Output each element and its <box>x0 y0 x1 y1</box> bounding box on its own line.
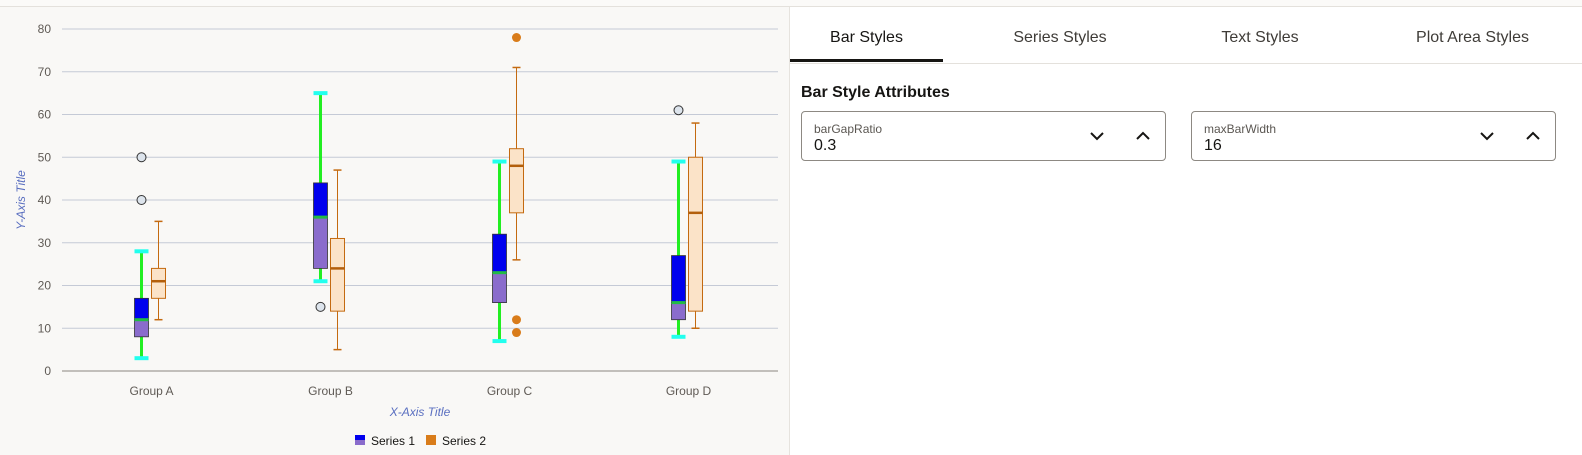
series-2-outlier <box>512 315 521 325</box>
chart-panel: 0 10 20 30 40 50 60 70 80 Group A Group B Group C Gr… <box>0 7 790 455</box>
increment-button[interactable] <box>1127 120 1159 152</box>
boxplot-chart: 0 10 20 30 40 50 60 70 80 Group A Group B Group C Gr… <box>14 22 778 448</box>
y-tick-label: 80 <box>38 22 52 36</box>
tab-plot-area-styles[interactable]: Plot Area Styles <box>1416 29 1529 46</box>
series-2-box <box>688 156 703 312</box>
series-1-outlier <box>136 152 147 163</box>
y-tick-label: 10 <box>38 321 52 335</box>
tab-bar-styles[interactable]: Bar Styles <box>830 29 903 46</box>
series-1-lower-box <box>671 302 686 321</box>
legend-label-series-2: Series 2 <box>442 434 486 448</box>
field-label: barGapRatio <box>814 122 883 136</box>
series-1-upper-box <box>671 255 686 303</box>
series-1-upper-box <box>134 297 149 321</box>
y-tick-label: 0 <box>44 364 51 378</box>
max-bar-width-field[interactable]: maxBarWidth 16 <box>1191 111 1556 161</box>
series-1-upper-box <box>492 233 507 274</box>
series-2-outlier <box>512 33 521 43</box>
bar-gap-ratio-field[interactable]: barGapRatio 0.3 <box>801 111 1166 161</box>
legend-label-series-1: Series 1 <box>371 434 415 448</box>
chevron-down-icon <box>1480 132 1494 141</box>
y-tick-label: 20 <box>38 279 52 293</box>
legend-swatch-series-1-bottom <box>355 440 365 445</box>
settings-panel: Bar Styles Series Styles Text Styles Plo… <box>790 7 1582 455</box>
decrement-button[interactable] <box>1471 120 1503 152</box>
x-tick-label: Group D <box>666 384 712 398</box>
x-tick-label: Group C <box>487 384 533 398</box>
series-1-outlier <box>315 301 326 312</box>
tab-series-styles[interactable]: Series Styles <box>1013 29 1107 46</box>
x-tick-label: Group A <box>129 384 173 398</box>
tab-bar: Bar Styles Series Styles Text Styles Plo… <box>790 7 1582 64</box>
legend-swatch-series-2 <box>426 435 436 445</box>
top-border <box>0 0 1582 7</box>
y-tick-label: 40 <box>38 193 52 207</box>
series-1-upper-box <box>313 182 328 218</box>
series-2-box <box>330 237 345 312</box>
y-tick-label: 50 <box>38 150 52 164</box>
series-1-outlier <box>136 195 147 205</box>
x-tick-label: Group B <box>308 384 353 398</box>
series-2-box <box>509 148 524 214</box>
y-tick-label: 30 <box>38 236 52 250</box>
selected-tab-indicator <box>790 59 943 62</box>
y-axis-title: Y-Axis Title <box>14 170 28 230</box>
field-label: maxBarWidth <box>1204 122 1277 136</box>
bar-gap-ratio-input[interactable]: 0.3 <box>814 137 837 154</box>
chevron-down-icon <box>1090 132 1104 141</box>
y-tick-label: 60 <box>38 108 52 122</box>
chevron-up-icon <box>1136 131 1150 140</box>
x-axis-title: X-Axis Title <box>389 405 451 419</box>
y-tick-label: 70 <box>38 65 52 79</box>
chevron-up-icon <box>1526 131 1540 140</box>
legend-swatch-series-1-top <box>355 435 365 440</box>
increment-button[interactable] <box>1517 120 1549 152</box>
series-2-outlier <box>512 328 521 338</box>
series-1-lower-box <box>492 272 507 303</box>
series-1-lower-box <box>134 319 149 338</box>
section-title: Bar Style Attributes <box>801 84 950 101</box>
series-1-lower-box <box>313 216 328 269</box>
max-bar-width-input[interactable]: 16 <box>1204 137 1222 154</box>
tab-text-styles[interactable]: Text Styles <box>1221 29 1299 46</box>
series-1-outlier <box>673 105 684 116</box>
decrement-button[interactable] <box>1081 120 1113 152</box>
series-2-box <box>151 267 166 299</box>
